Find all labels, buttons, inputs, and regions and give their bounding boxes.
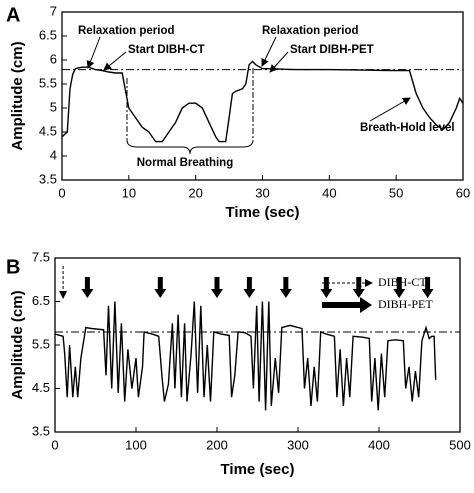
x-tick-label: 500	[449, 437, 471, 452]
annotation-arrow	[261, 36, 277, 67]
annotation-arrow	[269, 51, 289, 73]
x-tick-label: 30	[255, 185, 269, 200]
x-tick-label: 200	[206, 437, 228, 452]
trace	[61, 60, 464, 143]
y-tick-label: 5	[50, 99, 57, 114]
dibh-pet-arrow	[393, 277, 406, 298]
x-axis-label: Time (sec)	[221, 461, 295, 478]
dibh-pet-arrow	[320, 277, 333, 298]
y-tick-label: 7.5	[32, 249, 50, 264]
y-tick-label: 5.5	[32, 336, 50, 351]
y-tick-label: 7	[50, 3, 57, 18]
y-tick-label: 6.5	[39, 27, 57, 42]
x-tick-label: 100	[125, 437, 147, 452]
y-axis-label: Amplitude (cm)	[9, 290, 26, 399]
x-tick-label: 0	[51, 437, 58, 452]
annotation: Relaxation period	[262, 25, 359, 37]
dibh-pet-arrow	[421, 277, 434, 298]
trace	[54, 301, 437, 411]
x-tick-label: 40	[322, 185, 336, 200]
x-tick-label: 400	[368, 437, 390, 452]
annotation: Start DIBH-PET	[290, 44, 374, 56]
annotation-arrow	[369, 97, 411, 122]
dibh-pet-arrow	[81, 277, 94, 298]
y-tick-label: 4.5	[32, 380, 50, 395]
legend-thick-arrow	[322, 297, 372, 313]
y-tick-label: 3.5	[39, 171, 57, 186]
annotation: Normal Breathing	[137, 157, 234, 169]
annotation-arrow	[103, 51, 127, 71]
x-tick-label: 50	[389, 185, 403, 200]
y-tick-label: 5.5	[39, 75, 57, 90]
x-tick-label: 60	[456, 185, 470, 200]
panel-label: B	[6, 256, 20, 278]
panel-label: A	[6, 4, 20, 26]
dibh-pet-arrow	[279, 277, 292, 298]
x-tick-label: 10	[122, 185, 136, 200]
annotation: Relaxation period	[78, 25, 175, 37]
y-tick-label: 3.5	[32, 423, 50, 438]
y-tick-label: 6	[50, 51, 57, 66]
x-tick-label: 20	[188, 185, 202, 200]
annotation: Start DIBH-CT	[128, 44, 205, 56]
x-tick-label: 0	[58, 185, 65, 200]
x-axis-label: Time (sec)	[226, 204, 300, 221]
dibh-pet-arrow	[352, 277, 365, 298]
y-tick-label: 6.5	[32, 293, 50, 308]
dibh-pet-arrow	[211, 277, 223, 298]
legend-label: DIBH-PET	[378, 297, 433, 311]
y-axis-label: Amplitude (cm)	[9, 41, 26, 150]
annotation-arrow	[86, 36, 101, 69]
dibh-pet-arrow	[154, 277, 167, 298]
x-tick-label: 300	[287, 437, 309, 452]
dibh-pet-arrow	[243, 277, 256, 298]
y-tick-label: 4	[50, 147, 57, 162]
y-tick-label: 4.5	[39, 123, 57, 138]
legend-label: DIBH-CT	[378, 275, 427, 289]
brace	[126, 139, 254, 155]
annotation: Breath-Hold level	[360, 122, 455, 134]
